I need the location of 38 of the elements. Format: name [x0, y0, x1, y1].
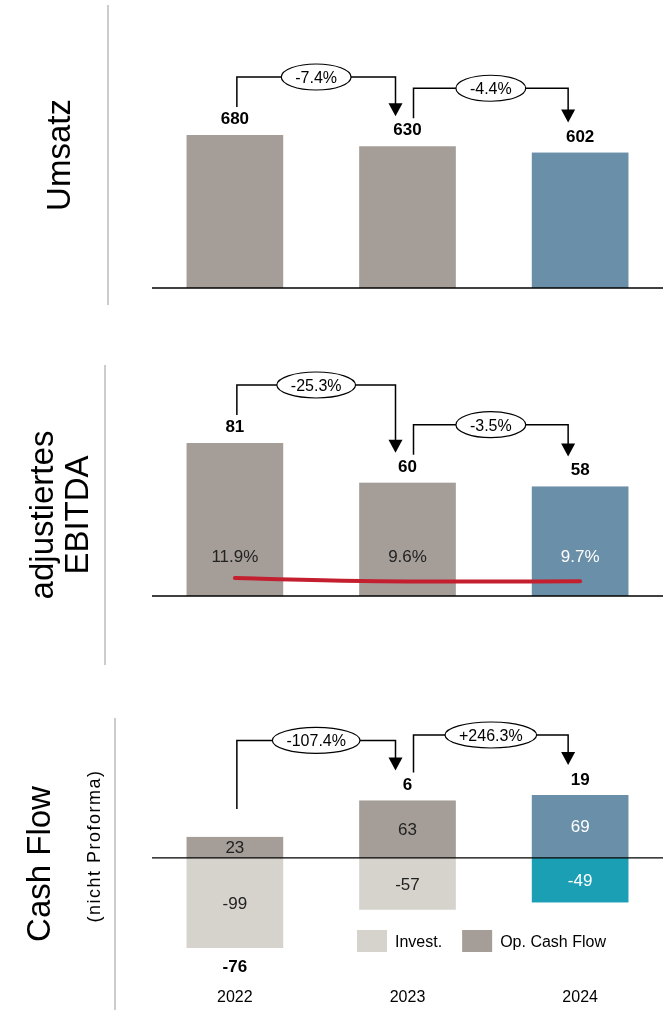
total-label: 6 — [402, 775, 413, 795]
text: -3.5% — [469, 416, 512, 434]
data-label: 69 — [570, 817, 590, 837]
x-tick-label: 2022 — [217, 988, 253, 1006]
data-label: 9.6% — [388, 547, 427, 566]
y-axis-title: Umsatz — [40, 99, 77, 211]
bar — [531, 795, 629, 858]
data-label: -99 — [222, 893, 248, 913]
data-label: 11.9% — [211, 547, 259, 566]
total-label: -76 — [222, 957, 248, 976]
bar — [359, 857, 456, 910]
legend-label: Invest. — [395, 933, 443, 950]
data-label: -49 — [567, 871, 593, 891]
data-label: 602 — [565, 126, 595, 146]
bar — [186, 857, 284, 948]
bar — [531, 857, 629, 903]
data-label: 9.7% — [560, 547, 600, 566]
text: -25.3% — [290, 377, 342, 394]
x-tick-label: 2024 — [562, 988, 599, 1006]
data-label: -57 — [395, 874, 420, 894]
data-label: 60 — [398, 456, 417, 476]
text: -107.4% — [286, 732, 346, 750]
data-label: 630 — [393, 120, 422, 140]
y-axis-title: Cash Flow — [20, 785, 57, 942]
data-label: 23 — [225, 838, 245, 858]
y-axis-title: adjustiertes EBITDA — [23, 430, 95, 600]
text: +246.3% — [459, 727, 523, 744]
data-label: 63 — [398, 820, 417, 840]
data-label: 81 — [225, 417, 245, 436]
legend-label: Op. Cash Flow — [500, 933, 607, 950]
total-label: 19 — [570, 770, 590, 789]
bar — [359, 800, 456, 858]
x-tick-label: 2023 — [389, 988, 426, 1006]
text: (nicht Proforma) — [84, 769, 104, 923]
text: -4.4% — [469, 80, 512, 98]
data-label: 680 — [220, 109, 250, 128]
data-label: 58 — [570, 460, 590, 480]
text: -7.4% — [295, 69, 338, 86]
